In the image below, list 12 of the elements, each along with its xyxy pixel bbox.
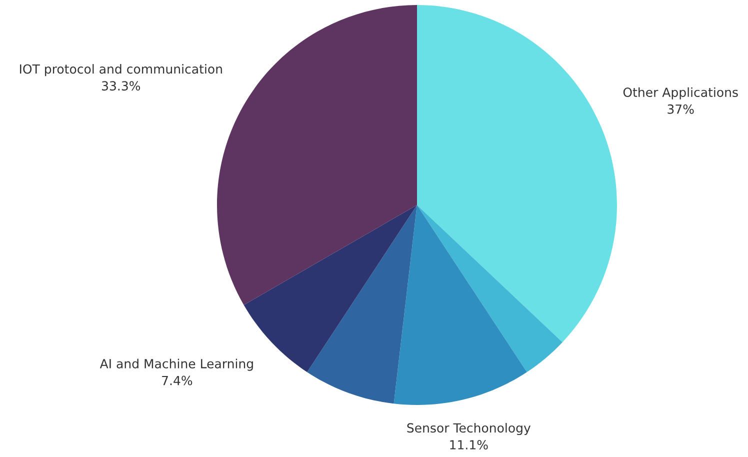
slice-label: Sensor Techonology [407,422,531,436]
data-label: 7.4% [162,376,192,386]
slice-label: IOT protocol and communication [20,64,222,76]
data-label: 33.3% [102,81,140,91]
pie-slice [394,205,527,405]
data-label: 37% [668,104,694,114]
slice-label: AI and Machine Learning [100,358,253,371]
data-label: 11.1% [450,440,488,450]
pie-slice [417,205,562,372]
pie-slice [307,205,417,404]
pie-slice [417,5,617,342]
slice-label: Other Applications [623,87,738,100]
